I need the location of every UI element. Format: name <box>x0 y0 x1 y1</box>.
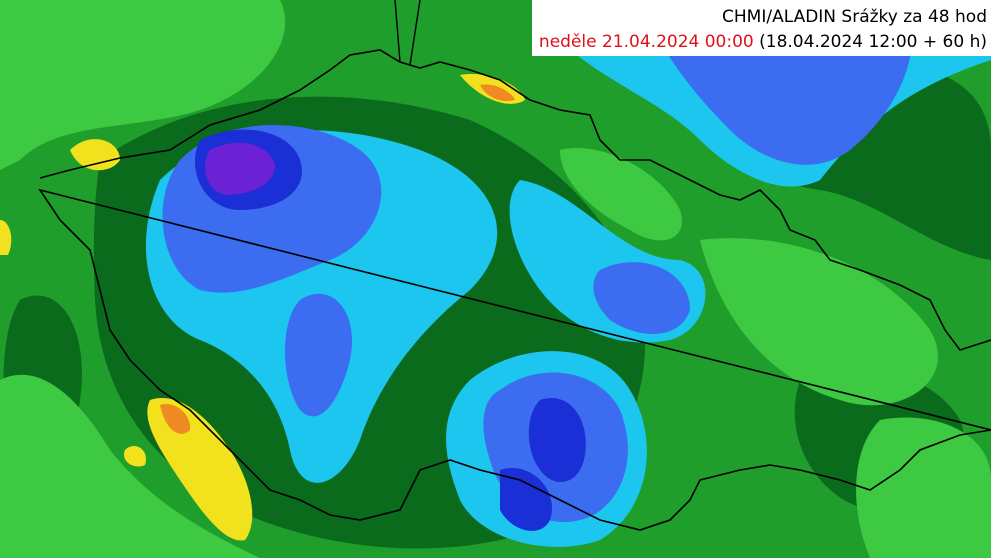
legend-box: CHMI/ALADIN Srážky za 48 hod neděle 21.0… <box>532 0 991 56</box>
run-info: (18.04.2024 12:00 + 60 h) <box>759 32 987 52</box>
time-line: neděle 21.04.2024 00:00 (18.04.2024 12:0… <box>532 30 987 55</box>
map-title: CHMI/ALADIN Srážky za 48 hod <box>722 7 987 27</box>
valid-time: neděle 21.04.2024 00:00 <box>538 32 754 52</box>
